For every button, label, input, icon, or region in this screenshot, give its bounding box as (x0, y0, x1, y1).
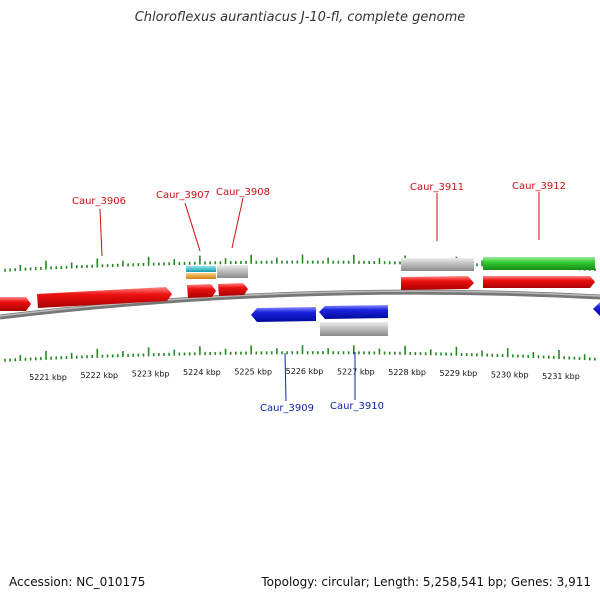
kbp-scale-labels: 5221 kbp 5222 kbp 5223 kbp 5224 kbp 5225 kbp… (29, 367, 580, 382)
genome-backbone-highlight (0, 290, 600, 317)
feature-grey-3910[interactable] (320, 322, 388, 336)
gene-arrow-caur-3905[interactable] (0, 297, 31, 311)
gene-label-caur-3909[interactable]: Caur_3909 (260, 403, 314, 414)
feature-green-3912[interactable] (483, 257, 595, 270)
feature-cyan-3907[interactable] (186, 266, 216, 272)
gene-arrow-caur-3907[interactable] (187, 284, 216, 298)
leader-caur-3908 (231, 197, 244, 249)
kbp-label: 5224 kbp (183, 368, 221, 377)
feature-orange-3907[interactable] (186, 273, 216, 279)
kbp-label: 5225 kbp (234, 367, 272, 376)
leader-caur-3906 (99, 208, 103, 257)
kbp-label: 5227 kbp (337, 367, 375, 376)
gene-arrow-caur-3913[interactable] (593, 302, 600, 316)
leader-caur-3909 (284, 352, 287, 402)
kbp-label: 5230 kbp (491, 370, 529, 379)
feature-grey-3911[interactable] (401, 258, 474, 271)
kbp-label: 5231 kbp (542, 372, 580, 381)
kbp-label: 5221 kbp (29, 373, 67, 382)
kbp-label: 5222 kbp (80, 371, 118, 380)
gene-label-caur-3911[interactable]: Caur_3911 (410, 182, 464, 193)
gene-arrow-caur-3908[interactable] (218, 283, 248, 296)
kbp-label: 5223 kbp (132, 369, 170, 378)
genome-title: Chloroflexus aurantiacus J-10-fl, comple… (134, 10, 466, 25)
gene-arrow-caur-3910[interactable] (319, 305, 388, 319)
gene-label-caur-3910[interactable]: Caur_3910 (330, 401, 384, 412)
genome-backbone (0, 289, 600, 320)
gene-arrow-caur-3912[interactable] (483, 276, 595, 288)
gene-label-caur-3906[interactable]: Caur_3906 (72, 196, 126, 207)
kbp-label: 5228 kbp (388, 368, 426, 377)
kbp-label: 5226 kbp (286, 367, 324, 376)
kbp-label: 5229 kbp (440, 369, 478, 378)
gene-label-caur-3907[interactable]: Caur_3907 (156, 190, 210, 201)
genome-summary-text: Topology: circular; Length: 5,258,541 bp… (261, 575, 591, 589)
gene-arrow-caur-3911[interactable] (401, 276, 474, 290)
gene-arrow-caur-3906[interactable] (37, 287, 172, 308)
inner-tick-ruler (4, 345, 596, 362)
feature-grey-3908[interactable] (217, 265, 248, 278)
gene-label-caur-3912[interactable]: Caur_3912 (512, 181, 566, 192)
accession-text: Accession: NC_010175 (9, 575, 146, 589)
gene-label-caur-3908[interactable]: Caur_3908 (216, 187, 270, 198)
leader-caur-3907 (184, 202, 201, 252)
gene-arrow-caur-3909[interactable] (251, 307, 316, 322)
